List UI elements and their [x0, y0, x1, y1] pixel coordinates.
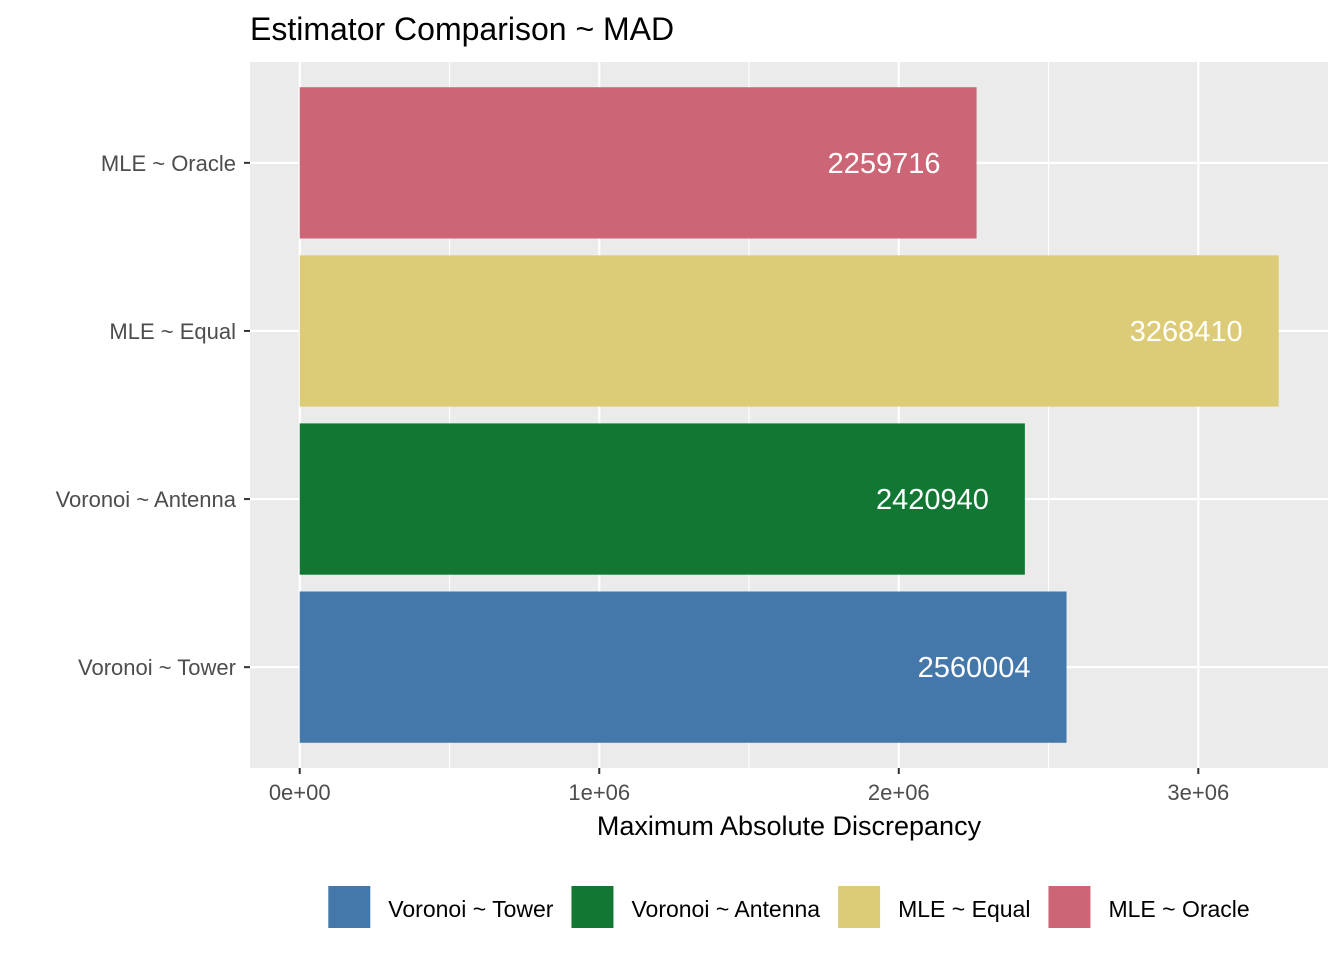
x-axis: 0e+00 1e+06 2e+06 3e+06: [269, 768, 1229, 805]
legend-key: [1048, 886, 1091, 928]
legend-label: Voronoi ~ Tower: [388, 896, 553, 922]
bar: [299, 591, 1067, 743]
x-tick-label: 0e+00: [269, 780, 331, 805]
y-tick-label: MLE ~ Oracle: [101, 151, 236, 176]
x-tick-label: 1e+06: [568, 780, 630, 805]
bar: [299, 87, 977, 239]
y-axis: Voronoi ~ Tower Voronoi ~ Antenna MLE ~ Eq…: [56, 151, 250, 680]
bar-value-label: 2420940: [876, 484, 989, 516]
bar-labels: 2560004 2420940 3268410 2259716: [828, 148, 1243, 684]
legend: Voronoi ~ Tower Voronoi ~ Antenna MLE ~ Eq…: [328, 886, 1250, 928]
y-tick-label: Voronoi ~ Tower: [78, 655, 236, 680]
legend-label: MLE ~ Equal: [898, 896, 1030, 922]
bar-value-label: 2259716: [828, 148, 941, 180]
x-tick-label: 2e+06: [868, 780, 930, 805]
legend-key: [328, 886, 371, 928]
x-tick-label: 3e+06: [1167, 780, 1229, 805]
legend-label: MLE ~ Oracle: [1108, 896, 1249, 922]
y-tick-label: MLE ~ Equal: [109, 319, 236, 344]
bar-value-label: 2560004: [918, 652, 1031, 684]
legend-key: [571, 886, 614, 928]
chart-title: Estimator Comparison ~ MAD: [250, 11, 674, 47]
bars: [299, 87, 1279, 743]
x-axis-title: Maximum Absolute Discrepancy: [597, 811, 982, 841]
bar: [299, 255, 1279, 407]
legend-label: Voronoi ~ Antenna: [631, 896, 820, 922]
bar-value-label: 3268410: [1130, 316, 1243, 348]
legend-key: [838, 886, 881, 928]
y-tick-label: Voronoi ~ Antenna: [56, 487, 237, 512]
bar: [299, 423, 1025, 575]
